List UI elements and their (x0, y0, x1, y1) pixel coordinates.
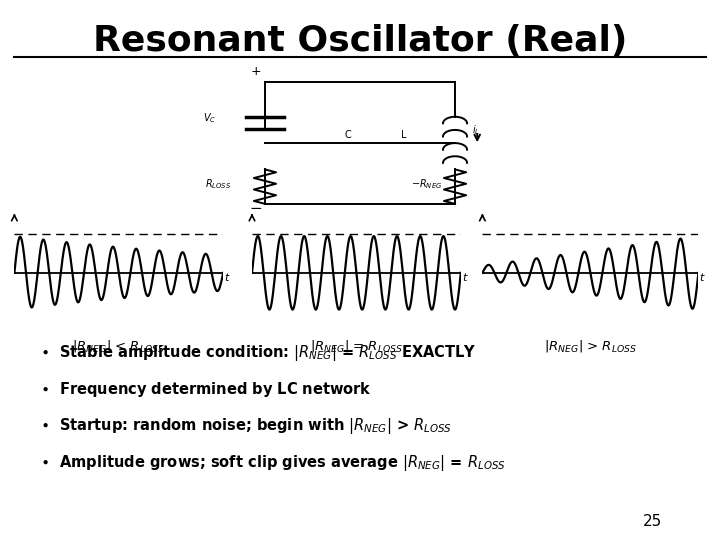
Text: $|R_{NEG}|$ < $R_{LOSS}$: $|R_{NEG}|$ < $R_{LOSS}$ (72, 338, 166, 354)
Text: t: t (700, 273, 704, 282)
Text: $i_L$: $i_L$ (472, 123, 480, 137)
Text: $\bullet$  Stable amplitude condition: $|R_{NEG}|$ = $R_{LOSS}$ EXACTLY: $\bullet$ Stable amplitude condition: $|… (40, 343, 476, 363)
Text: −: − (249, 201, 262, 216)
Text: $V_C$: $V_C$ (203, 111, 217, 125)
Text: +: + (250, 65, 261, 78)
Text: C: C (344, 130, 351, 140)
Text: Resonant Oscillator (Real): Resonant Oscillator (Real) (93, 24, 627, 58)
Text: $|R_{NEG}|$ > $R_{LOSS}$: $|R_{NEG}|$ > $R_{LOSS}$ (544, 338, 637, 354)
Text: $-R_{NEG}$: $-R_{NEG}$ (410, 178, 442, 192)
Text: $R_{LOSS}$: $R_{LOSS}$ (204, 178, 231, 192)
Text: 25: 25 (643, 514, 662, 529)
Text: t: t (462, 273, 467, 282)
Text: L: L (401, 130, 407, 140)
Text: $|R_{NEG}|$ = $R_{LOSS}$: $|R_{NEG}|$ = $R_{LOSS}$ (310, 338, 403, 354)
Text: t: t (225, 273, 229, 282)
Text: $\bullet$  Startup: random noise; begin with $|R_{NEG}|$ > $R_{LOSS}$: $\bullet$ Startup: random noise; begin w… (40, 416, 451, 436)
Text: $\bullet$  Frequency determined by LC network: $\bullet$ Frequency determined by LC net… (40, 380, 372, 399)
Text: $\bullet$  Amplitude grows; soft clip gives average $|R_{NEG}|$ = $R_{LOSS}$: $\bullet$ Amplitude grows; soft clip giv… (40, 453, 505, 473)
